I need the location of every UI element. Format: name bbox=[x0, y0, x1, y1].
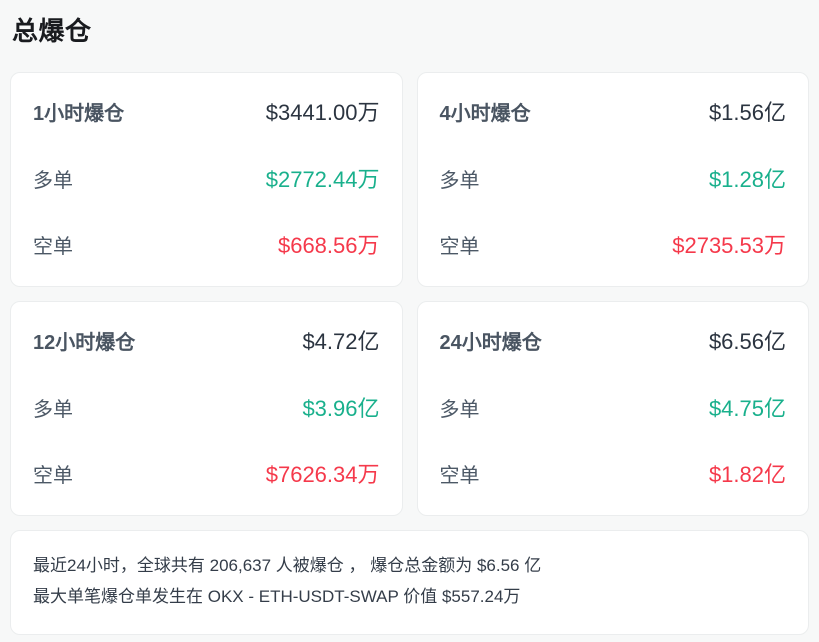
card-short-row: 空单 $7626.34万 bbox=[33, 457, 380, 495]
long-label: 多单 bbox=[33, 169, 73, 192]
card-long-row: 多单 $2772.44万 bbox=[33, 162, 380, 200]
long-label: 多单 bbox=[33, 398, 73, 421]
card-long-row: 多单 $3.96亿 bbox=[33, 391, 380, 429]
card-header-row: 1小时爆仓 $3441.00万 bbox=[33, 95, 380, 133]
card-long-row: 多单 $1.28亿 bbox=[440, 162, 787, 200]
liquidation-card-4h[interactable]: 4小时爆仓 $1.56亿 多单 $1.28亿 空单 $2735.53万 bbox=[416, 72, 809, 287]
short-label: 空单 bbox=[33, 236, 73, 258]
summary-line-largest: 最大单笔爆仓单发生在 OKX - ETH-USDT-SWAP 价值 $557.2… bbox=[33, 587, 521, 606]
long-value: $3.96亿 bbox=[302, 395, 380, 421]
short-label: 空单 bbox=[439, 465, 480, 487]
card-title: 4小时爆仓 bbox=[439, 103, 531, 125]
liquidation-card-1h[interactable]: 1小时爆仓 $3441.00万 多单 $2772.44万 空单 $668.56万 bbox=[10, 72, 403, 287]
short-value: $7626.34万 bbox=[265, 462, 380, 487]
short-value: $1.82亿 bbox=[708, 462, 786, 487]
long-value: $4.75亿 bbox=[708, 395, 786, 421]
card-long-row: 多单 $4.75亿 bbox=[440, 391, 787, 429]
card-title: 1小时爆仓 bbox=[33, 103, 125, 125]
card-total-value: $4.72亿 bbox=[302, 329, 380, 354]
summary-card: 最近24小时，全球共有 206,637 人被爆仓 ， 爆仓总金额为 $6.56 … bbox=[10, 530, 809, 635]
liquidation-cards-grid: 1小时爆仓 $3441.00万 多单 $2772.44万 空单 $668.56万… bbox=[10, 72, 809, 516]
short-label: 空单 bbox=[439, 236, 480, 258]
short-value: $2735.53万 bbox=[672, 233, 786, 258]
summary-line-total: 最近24小时，全球共有 206,637 人被爆仓 ， 爆仓总金额为 $6.56 … bbox=[33, 556, 542, 575]
card-short-row: 空单 $668.56万 bbox=[33, 228, 380, 266]
liquidation-card-24h[interactable]: 24小时爆仓 $6.56亿 多单 $4.75亿 空单 $1.82亿 bbox=[416, 301, 809, 516]
card-header-row: 4小时爆仓 $1.56亿 bbox=[440, 95, 787, 133]
card-header-row: 12小时爆仓 $4.72亿 bbox=[33, 324, 380, 362]
short-label: 空单 bbox=[33, 465, 73, 487]
card-title: 24小时爆仓 bbox=[439, 332, 542, 354]
card-short-row: 空单 $1.82亿 bbox=[440, 457, 787, 495]
short-value: $668.56万 bbox=[277, 233, 380, 258]
card-total-value: $6.56亿 bbox=[708, 329, 786, 354]
liquidation-card-12h[interactable]: 12小时爆仓 $4.72亿 多单 $3.96亿 空单 $7626.34万 bbox=[10, 301, 403, 516]
long-label: 多单 bbox=[439, 169, 480, 192]
long-label: 多单 bbox=[439, 398, 480, 421]
long-value: $2772.44万 bbox=[265, 166, 380, 192]
card-title: 12小时爆仓 bbox=[33, 332, 136, 354]
long-value: $1.28亿 bbox=[708, 166, 786, 192]
card-total-value: $1.56亿 bbox=[708, 100, 786, 125]
card-total-value: $3441.00万 bbox=[265, 100, 380, 125]
page-title: 总爆仓 bbox=[12, 16, 92, 46]
card-short-row: 空单 $2735.53万 bbox=[440, 228, 787, 266]
card-header-row: 24小时爆仓 $6.56亿 bbox=[440, 324, 787, 362]
